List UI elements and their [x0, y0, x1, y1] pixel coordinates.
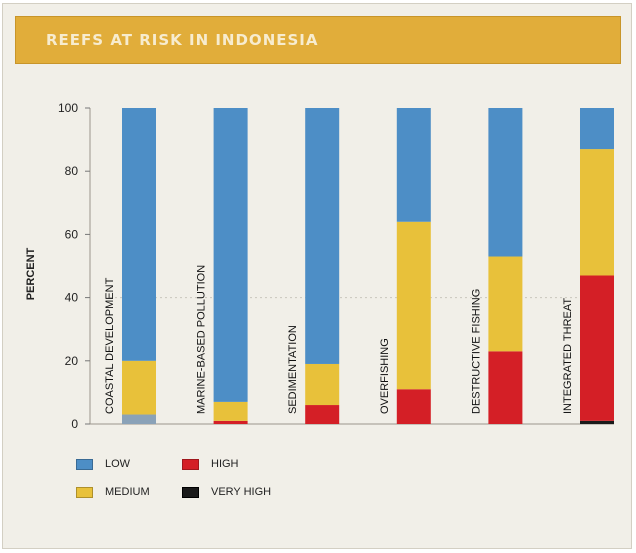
- bar-segment-medium: [488, 256, 523, 352]
- chart-frame: REEFS AT RISK IN INDONESIA: [2, 3, 632, 549]
- bar-segment-medium: [305, 363, 340, 406]
- legend-label-low: LOW: [105, 458, 131, 470]
- category-label: MARINE-BASED POLLUTION: [196, 265, 208, 414]
- bar-segment-medium: [122, 360, 156, 415]
- category-label: DESTRUCTIVE FISHING: [470, 289, 482, 414]
- bar-segment-high: [396, 389, 431, 424]
- bar-segment-high: [580, 275, 614, 421]
- category-label: COASTAL DEVELOPMENT: [104, 277, 116, 414]
- bar-segment-low: [213, 108, 248, 402]
- bar-segment-medium: [396, 221, 431, 390]
- title-bar: REEFS AT RISK IN INDONESIA: [15, 16, 621, 64]
- legend-item-high: HIGH: [182, 458, 239, 470]
- y-tick-label: 80: [65, 164, 79, 178]
- legend: LOW HIGH MEDIUM VERY HIGH: [76, 458, 376, 518]
- legend-swatch-high: [182, 458, 199, 470]
- y-tick-label: 40: [65, 291, 79, 305]
- bar-segment-high: [305, 405, 340, 424]
- legend-swatch-medium: [76, 486, 93, 498]
- legend-item-low: LOW: [76, 458, 130, 470]
- legend-label-medium: MEDIUM: [105, 486, 150, 498]
- legend-item-very-high: VERY HIGH: [182, 486, 271, 498]
- bar-segment-base: [122, 414, 156, 424]
- bar-segment-high: [213, 420, 248, 424]
- legend-label-high: HIGH: [211, 458, 239, 470]
- category-label: INTEGRATED THREAT: [562, 298, 574, 414]
- legend-swatch-very-high: [182, 486, 199, 498]
- chart-title: REEFS AT RISK IN INDONESIA: [46, 31, 319, 49]
- category-label: OVERFISHING: [379, 338, 391, 414]
- y-tick-label: 0: [71, 417, 78, 431]
- y-tick-label: 20: [65, 354, 79, 368]
- bar-segment-high: [488, 351, 523, 424]
- y-tick-label: 60: [65, 227, 79, 241]
- bar-segment-very-high: [580, 420, 614, 424]
- bar-segment-low: [122, 108, 156, 361]
- legend-swatch-low: [76, 458, 93, 470]
- bar-segment-medium: [580, 149, 614, 276]
- legend-item-medium: MEDIUM: [76, 486, 150, 498]
- legend-label-very-high: VERY HIGH: [211, 486, 272, 498]
- bar-segment-low: [305, 108, 340, 364]
- bar-segment-low: [580, 108, 614, 150]
- bar-segment-medium: [213, 401, 248, 421]
- y-tick-label: 100: [58, 101, 78, 115]
- category-label: SEDIMENTATION: [287, 325, 299, 414]
- y-axis-label: PERCENT: [25, 247, 37, 300]
- bar-segment-low: [396, 108, 431, 222]
- bar-segment-low: [488, 108, 523, 257]
